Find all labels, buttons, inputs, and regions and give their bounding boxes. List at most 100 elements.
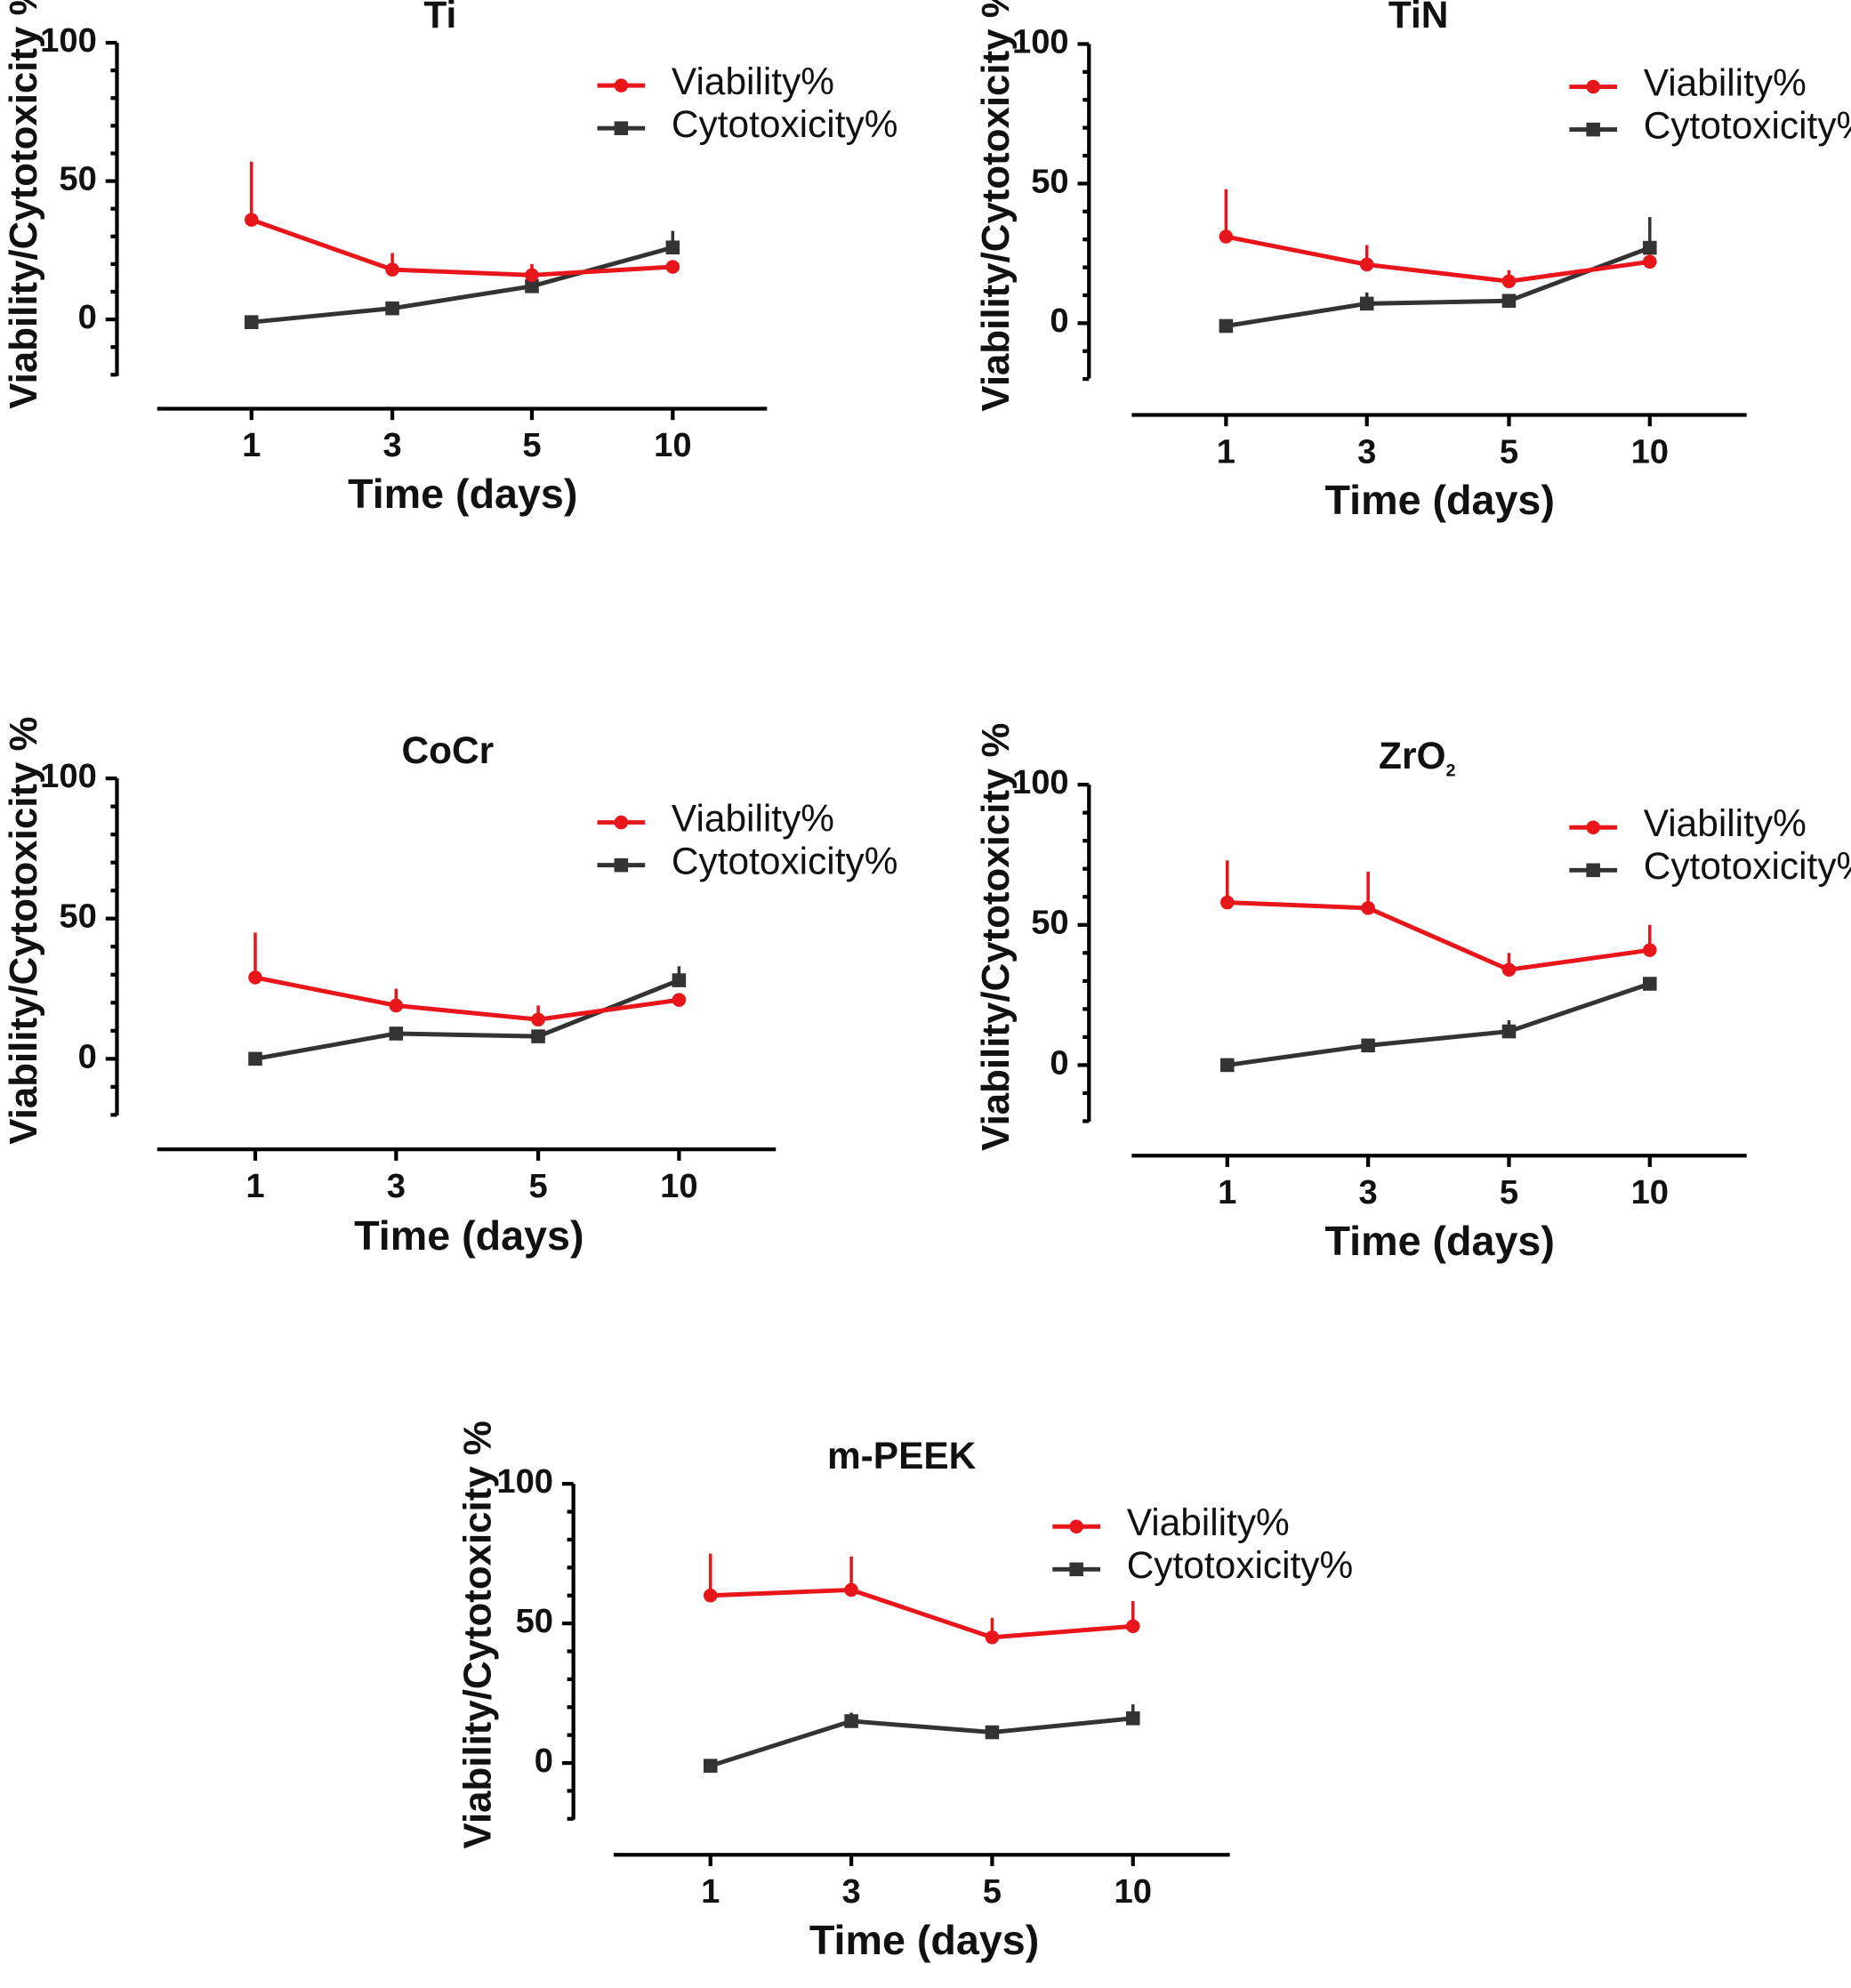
viability-point — [1501, 274, 1517, 289]
legend-marker-square — [614, 121, 629, 135]
viability-point — [1359, 257, 1374, 272]
legend-marker-circle — [1586, 79, 1600, 94]
x-axis-label: Time (days) — [348, 471, 577, 517]
y-axis-label: Viability/Cytotoxicity % — [455, 1421, 499, 1848]
legend-marker-circle — [614, 815, 629, 830]
legend-label: Cytotoxicity% — [1644, 845, 1851, 887]
legend-label: Viability% — [672, 60, 834, 102]
legend-label: Viability% — [1644, 61, 1807, 103]
x-tick-label: 3 — [1359, 1173, 1378, 1211]
cytotoxicity-point — [1361, 1038, 1375, 1053]
x-axis-label: Time (days) — [1325, 477, 1555, 523]
viability-point — [1125, 1619, 1140, 1634]
legend-marker-square — [614, 857, 629, 873]
cytotoxicity-point — [389, 1026, 404, 1041]
x-tick-label: 1 — [242, 426, 261, 464]
x-tick-label: 1 — [701, 1872, 720, 1911]
legend-label: Cytotoxicity% — [672, 841, 897, 882]
x-tick-label: 1 — [245, 1167, 264, 1205]
viability-point — [531, 1012, 545, 1026]
viability-point — [844, 1582, 858, 1598]
y-tick-label: 50 — [59, 897, 96, 936]
series-line-viability — [710, 1587, 1133, 1640]
y-axis-label: Viability/Cytotoxicity % — [974, 0, 1018, 412]
x-tick-label: 10 — [1631, 1173, 1669, 1211]
chart-title: ZrO2 — [1379, 735, 1455, 780]
legend-label: Viability% — [1127, 1501, 1290, 1543]
x-axis-label: Time (days) — [1325, 1218, 1555, 1264]
legend-label: Viability% — [672, 797, 834, 839]
cytotoxicity-point — [385, 301, 399, 316]
y-tick-label: 100 — [1012, 22, 1069, 60]
chart-title: m-PEEK — [827, 1435, 977, 1477]
cytotoxicity-point — [1643, 977, 1657, 991]
legend-label: Cytotoxicity% — [672, 103, 897, 145]
y-axis-label: Viability/Cytotoxicity % — [2, 0, 45, 409]
cytotoxicity-point — [1125, 1711, 1140, 1726]
cytotoxicity-point — [1501, 1024, 1517, 1039]
x-tick-label: 5 — [528, 1167, 547, 1205]
x-tick-label: 5 — [522, 426, 541, 464]
viability-point — [665, 260, 680, 274]
cytotoxicity-point — [1219, 318, 1234, 334]
cytotoxicity-point — [1220, 1058, 1235, 1073]
legend-marker-circle — [1586, 820, 1600, 835]
cytotoxicity-point — [985, 1725, 1000, 1740]
series-line-cytotoxicity — [1227, 981, 1651, 1067]
x-tick-label: 10 — [1115, 1872, 1152, 1911]
viability-point — [389, 998, 404, 1013]
legend-marker-circle — [614, 78, 629, 93]
series-line-cytotoxicity — [710, 1716, 1134, 1768]
y-tick-label: 0 — [78, 298, 97, 336]
chart-title: CoCr — [401, 729, 494, 771]
viability-point — [1643, 943, 1657, 957]
cytotoxicity-point — [844, 1714, 858, 1728]
viability-point — [1219, 229, 1234, 244]
viability-point — [985, 1630, 1000, 1645]
series-line-viability — [1225, 234, 1651, 284]
x-tick-label: 5 — [1500, 432, 1518, 471]
viability-point — [672, 993, 687, 1007]
series-line-viability — [254, 975, 680, 1022]
cytotoxicity-point — [672, 973, 687, 987]
series-line-viability — [1227, 900, 1651, 972]
legend-label: Viability% — [1644, 802, 1807, 844]
cytotoxicity-point — [703, 1759, 718, 1773]
y-axis-label: Viability/Cytotoxicity % — [974, 723, 1018, 1151]
cytotoxicity-point — [244, 315, 259, 329]
x-tick-label: 3 — [387, 1167, 406, 1205]
chart-title: Ti — [423, 0, 456, 36]
legend-label: Cytotoxicity% — [1644, 105, 1851, 147]
viability-point — [1643, 254, 1657, 270]
chart-title-main: m-PEEK — [827, 1435, 977, 1477]
chart-title-subscript: 2 — [1445, 761, 1455, 780]
y-tick-label: 0 — [1050, 1043, 1068, 1082]
x-tick-label: 10 — [1631, 432, 1669, 471]
chart-title-main: CoCr — [401, 729, 494, 771]
x-tick-label: 10 — [654, 426, 691, 464]
cytotoxicity-point — [1643, 240, 1657, 255]
y-axis-label: Viability/Cytotoxicity % — [2, 717, 45, 1145]
viability-point — [244, 213, 259, 227]
x-tick-label: 3 — [382, 426, 401, 464]
y-tick-label: 50 — [1031, 904, 1068, 942]
chart-title-main: TiN — [1388, 0, 1449, 36]
cytotoxicity-point — [665, 240, 680, 254]
y-tick-label: 100 — [496, 1462, 553, 1501]
x-axis-label: Time (days) — [809, 1917, 1039, 1963]
x-tick-label: 5 — [1500, 1173, 1518, 1211]
x-tick-label: 3 — [841, 1872, 860, 1911]
x-tick-label: 1 — [1218, 1173, 1236, 1211]
legend-marker-circle — [1069, 1519, 1083, 1534]
legend-marker-square — [1586, 863, 1600, 878]
legend-marker-square — [1586, 122, 1600, 137]
x-axis-label: Time (days) — [354, 1212, 583, 1259]
x-tick-label: 5 — [983, 1872, 1002, 1911]
legend-marker-square — [1069, 1562, 1083, 1577]
viability-point — [1501, 962, 1517, 978]
